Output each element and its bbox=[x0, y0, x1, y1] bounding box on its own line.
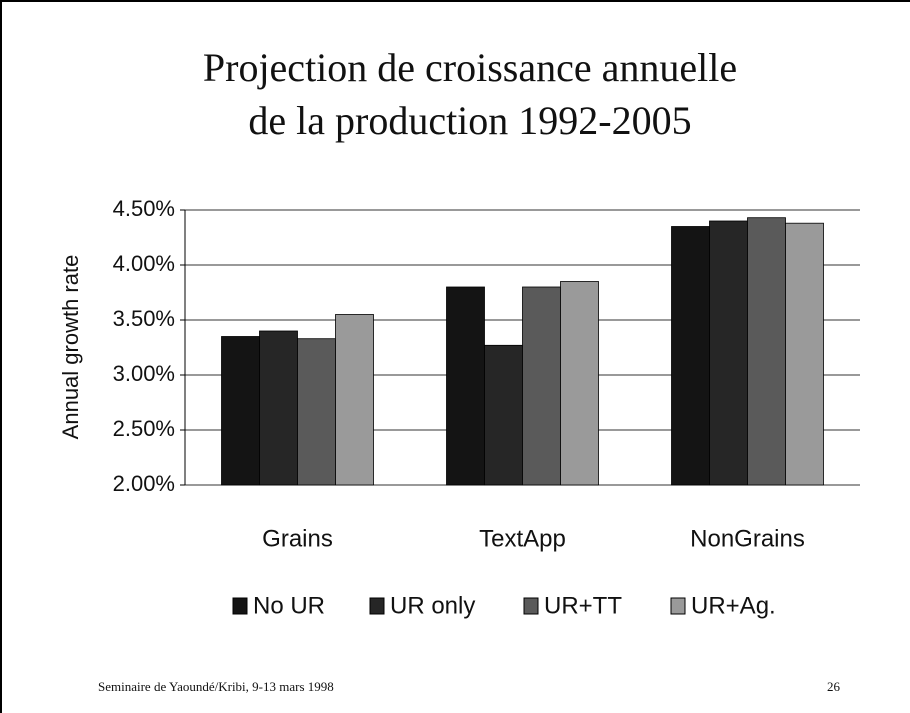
bar bbox=[709, 220, 748, 486]
x-tick-label: Grains bbox=[262, 525, 333, 552]
legend-label: UR+Ag. bbox=[691, 592, 776, 619]
bar bbox=[335, 314, 374, 486]
x-tick-label: TextApp bbox=[479, 525, 566, 552]
legend-label: UR only bbox=[390, 592, 475, 619]
page-number: 26 bbox=[827, 679, 841, 694]
x-tick-label: NonGrains bbox=[690, 525, 805, 552]
bar bbox=[297, 338, 336, 486]
bar bbox=[221, 336, 260, 486]
bar bbox=[522, 286, 561, 486]
bar bbox=[785, 222, 824, 486]
y-axis-label: Annual growth rate bbox=[58, 255, 83, 440]
legend-label: No UR bbox=[253, 592, 325, 619]
bar bbox=[671, 226, 710, 486]
bar bbox=[484, 344, 523, 486]
bar bbox=[747, 217, 786, 486]
legend-swatch bbox=[523, 597, 539, 615]
y-tick-label: 2.00% bbox=[113, 471, 175, 496]
bar bbox=[259, 330, 298, 486]
bar bbox=[446, 286, 485, 486]
legend-swatch bbox=[232, 597, 248, 615]
chart-title: de la production 1992-2005 bbox=[248, 98, 691, 143]
legend-swatch bbox=[369, 597, 385, 615]
footer-text: Seminaire de Yaoundé/Kribi, 9-13 mars 19… bbox=[98, 679, 334, 694]
y-tick-label: 4.00% bbox=[113, 251, 175, 276]
y-tick-label: 2.50% bbox=[113, 416, 175, 441]
legend-label: UR+TT bbox=[544, 592, 622, 619]
legend-swatch bbox=[670, 597, 686, 615]
y-tick-label: 4.50% bbox=[113, 196, 175, 221]
bar bbox=[560, 281, 599, 486]
chart-title: Projection de croissance annuelle bbox=[203, 45, 737, 90]
y-tick-label: 3.00% bbox=[113, 361, 175, 386]
y-tick-label: 3.50% bbox=[113, 306, 175, 331]
